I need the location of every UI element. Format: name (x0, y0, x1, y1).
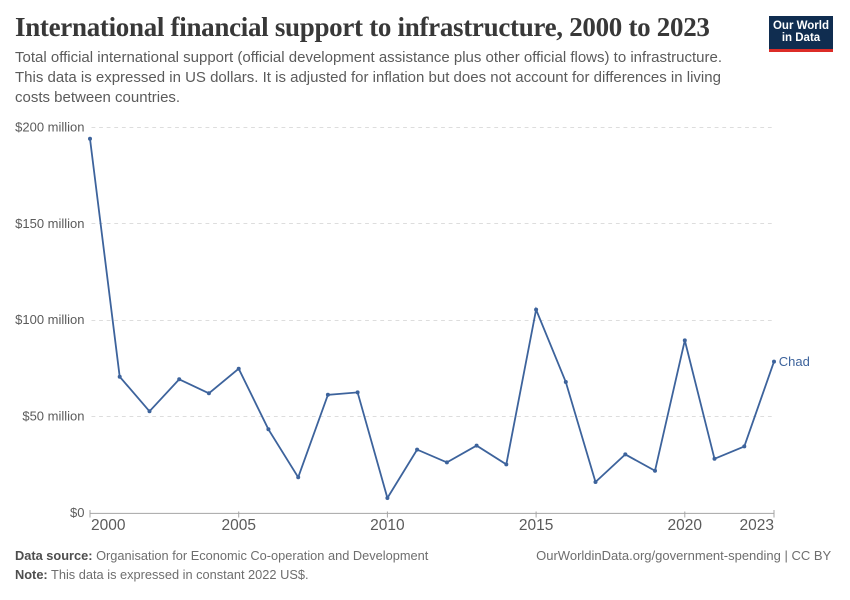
svg-text:2005: 2005 (221, 517, 255, 534)
svg-text:2020: 2020 (668, 517, 703, 534)
svg-text:2000: 2000 (91, 517, 126, 534)
svg-text:$200 million: $200 million (15, 120, 84, 135)
svg-text:2010: 2010 (370, 517, 405, 534)
svg-text:$100 million: $100 million (15, 312, 84, 327)
svg-text:2015: 2015 (519, 517, 553, 534)
svg-text:$150 million: $150 million (15, 216, 84, 231)
svg-text:Chad: Chad (779, 354, 810, 369)
svg-text:2023: 2023 (740, 517, 774, 534)
svg-text:$50 million: $50 million (22, 409, 84, 424)
svg-text:$0: $0 (70, 505, 84, 520)
